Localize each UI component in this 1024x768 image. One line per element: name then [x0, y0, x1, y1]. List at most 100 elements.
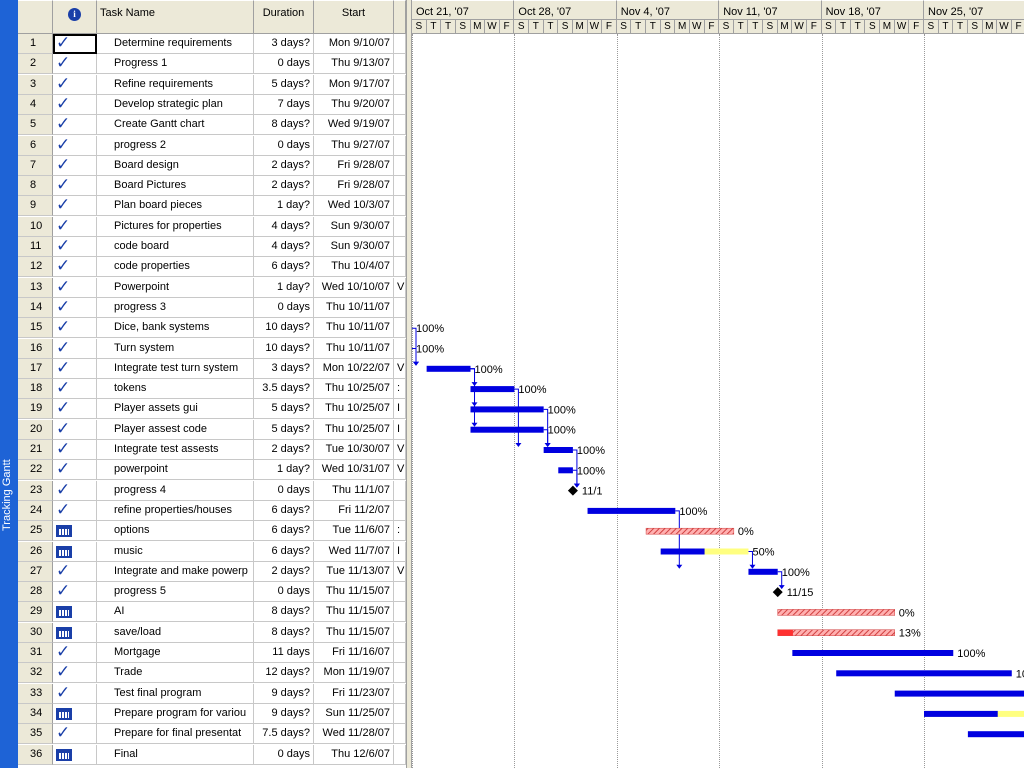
row-id[interactable]: 16: [18, 338, 53, 359]
indicator-cell[interactable]: ✓: [53, 500, 97, 521]
table-row[interactable]: 4 ✓ Develop strategic plan 7 days Thu 9/20/0…: [18, 94, 406, 115]
dependency-link[interactable]: [572, 469, 578, 487]
table-row[interactable]: 18 ✓ tokens 3.5 days? Thu 10/25/07:: [18, 379, 406, 400]
table-row[interactable]: 24 ✓ refine properties/houses 6 days? Fri 11…: [18, 500, 406, 521]
finish-cell[interactable]: [394, 94, 406, 115]
task-name-cell[interactable]: code board: [97, 237, 254, 257]
row-id[interactable]: 31: [18, 643, 53, 663]
finish-cell[interactable]: [394, 297, 406, 318]
indicator-cell[interactable]: ✓: [53, 561, 97, 582]
task-bar-progress[interactable]: [660, 548, 705, 555]
task-name-header[interactable]: Task Name: [97, 0, 254, 34]
duration-cell[interactable]: 7 days: [254, 94, 314, 115]
start-cell[interactable]: Wed 10/3/07: [314, 196, 394, 217]
indicator-cell[interactable]: [53, 622, 97, 643]
duration-cell[interactable]: 1 day?: [254, 460, 314, 481]
start-cell[interactable]: Thu 11/15/07: [314, 582, 394, 603]
task-name-cell[interactable]: Mortgage: [97, 643, 254, 663]
indicator-cell[interactable]: ✓: [53, 297, 97, 318]
dependency-arrow[interactable]: [676, 564, 683, 569]
table-row[interactable]: 11 ✓ code board 4 days? Sun 9/30/07: [18, 237, 406, 257]
finish-cell[interactable]: [394, 602, 406, 623]
critical-task-bar[interactable]: [645, 527, 735, 535]
indicator-cell[interactable]: ✓: [53, 155, 97, 176]
row-id[interactable]: 15: [18, 318, 53, 339]
duration-cell[interactable]: 10 days?: [254, 338, 314, 359]
indicator-cell[interactable]: ✓: [53, 74, 97, 95]
task-name-cell[interactable]: Final: [97, 744, 254, 765]
milestone-diamond[interactable]: [567, 485, 578, 496]
row-id[interactable]: 18: [18, 379, 53, 400]
indicator-cell[interactable]: ✓: [53, 663, 97, 684]
row-id[interactable]: 9: [18, 196, 53, 217]
split-divider[interactable]: [406, 0, 412, 768]
dependency-link[interactable]: [748, 551, 753, 568]
task-name-cell[interactable]: Test final program: [97, 683, 254, 704]
duration-cell[interactable]: 7.5 days?: [254, 724, 314, 745]
duration-cell[interactable]: 8 days?: [254, 622, 314, 643]
task-name-cell[interactable]: Integrate and make powerp: [97, 561, 254, 582]
table-row[interactable]: 20 ✓ Player assest code 5 days? Thu 10/25/07…: [18, 419, 406, 440]
duration-cell[interactable]: 0 days: [254, 135, 314, 156]
duration-cell[interactable]: 0 days: [254, 480, 314, 501]
row-id[interactable]: 21: [18, 440, 53, 460]
table-row[interactable]: 13 ✓ Powerpoint 1 day? Wed 10/10/07 V: [18, 277, 406, 298]
finish-cell[interactable]: V: [394, 277, 406, 298]
row-id[interactable]: 4: [18, 94, 53, 115]
row-id[interactable]: 33: [18, 683, 53, 704]
indicator-cell[interactable]: ✓: [53, 135, 97, 156]
dependency-link[interactable]: [470, 368, 476, 426]
finish-cell[interactable]: [394, 744, 406, 765]
task-name-cell[interactable]: Integrate test assests: [97, 440, 254, 460]
task-bar[interactable]: [426, 365, 471, 372]
task-name-cell[interactable]: Dice, bank systems: [97, 318, 254, 339]
task-name-cell[interactable]: Powerpoint: [97, 277, 254, 298]
task-name-cell[interactable]: progress 4: [97, 480, 254, 501]
finish-cell[interactable]: [394, 500, 406, 521]
table-row[interactable]: 12 ✓ code properties 6 days? Thu 10/4/07: [18, 257, 406, 278]
indicator-cell[interactable]: ✓: [53, 115, 97, 136]
table-row[interactable]: 7 ✓ Board design 2 days? Fri 9/28/07: [18, 155, 406, 176]
task-bar[interactable]: [894, 690, 1024, 697]
task-name-cell[interactable]: Develop strategic plan: [97, 94, 254, 115]
finish-cell[interactable]: [394, 216, 406, 237]
start-cell[interactable]: Wed 11/7/07: [314, 541, 394, 562]
row-id[interactable]: 1: [18, 34, 53, 54]
start-cell[interactable]: Sun 9/30/07: [314, 237, 394, 257]
dependency-link[interactable]: [777, 571, 783, 589]
row-id[interactable]: 35: [18, 724, 53, 745]
start-cell[interactable]: Thu 10/11/07: [314, 338, 394, 359]
row-id[interactable]: 8: [18, 176, 53, 197]
row-id[interactable]: 32: [18, 663, 53, 684]
task-bar[interactable]: [792, 650, 954, 656]
start-cell[interactable]: Wed 10/10/07: [314, 277, 394, 298]
finish-cell[interactable]: V: [394, 358, 406, 379]
finish-cell[interactable]: [394, 724, 406, 745]
row-id[interactable]: 24: [18, 500, 53, 521]
duration-cell[interactable]: 2 days?: [254, 176, 314, 197]
task-name-cell[interactable]: options: [97, 521, 254, 542]
duration-cell[interactable]: 5 days?: [254, 74, 314, 95]
finish-header[interactable]: [394, 0, 406, 34]
task-name-cell[interactable]: Create Gantt chart: [97, 115, 254, 136]
start-cell[interactable]: Mon 9/17/07: [314, 74, 394, 95]
dependency-arrow[interactable]: [471, 422, 478, 427]
start-cell[interactable]: Wed 9/19/07: [314, 115, 394, 136]
finish-cell[interactable]: [394, 237, 406, 257]
duration-cell[interactable]: 6 days?: [254, 500, 314, 521]
dependency-arrow[interactable]: [778, 585, 785, 590]
task-name-cell[interactable]: Player assest code: [97, 419, 254, 440]
duration-cell[interactable]: 6 days?: [254, 521, 314, 542]
indicator-cell[interactable]: ✓: [53, 318, 97, 339]
critical-task-bar[interactable]: [777, 609, 895, 616]
start-cell[interactable]: Thu 10/25/07: [314, 379, 394, 400]
indicator-cell[interactable]: ✓: [53, 399, 97, 420]
indicator-cell[interactable]: ✓: [53, 358, 97, 379]
task-name-cell[interactable]: Turn system: [97, 338, 254, 359]
task-name-cell[interactable]: tokens: [97, 379, 254, 400]
finish-cell[interactable]: [394, 196, 406, 217]
row-id[interactable]: 2: [18, 54, 53, 75]
start-cell[interactable]: Thu 11/1/07: [314, 480, 394, 501]
indicator-cell[interactable]: ✓: [53, 34, 97, 54]
